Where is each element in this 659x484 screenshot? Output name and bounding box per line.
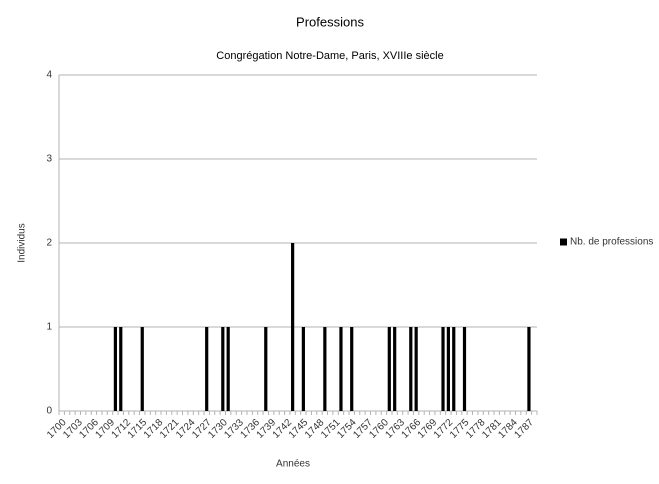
bar — [221, 327, 225, 411]
x-axis-label: Années — [276, 459, 310, 470]
y-tick-label: 0 — [46, 406, 52, 417]
chart-subtitle: Congrégation Notre-Dame, Paris, XVIIIe s… — [216, 50, 443, 62]
bar — [113, 327, 117, 411]
bar — [350, 327, 354, 411]
y-tick-label: 4 — [46, 70, 52, 81]
bar — [226, 327, 230, 411]
legend-label: Nb. de professions — [570, 237, 653, 248]
bar — [409, 327, 413, 411]
bar — [446, 327, 450, 411]
bar — [205, 327, 209, 411]
legend-swatch — [560, 238, 567, 246]
y-tick-label: 1 — [46, 322, 52, 333]
bar — [393, 327, 397, 411]
bar — [323, 327, 327, 411]
bar — [387, 327, 391, 411]
bar — [452, 327, 456, 411]
bar — [140, 327, 144, 411]
chart-title: Professions — [296, 14, 364, 29]
bar — [462, 327, 467, 411]
bar — [291, 243, 295, 411]
bar — [301, 327, 305, 411]
y-tick-label: 2 — [46, 238, 52, 249]
y-axis-label: Individus — [17, 223, 28, 262]
bar — [119, 327, 123, 411]
bar — [527, 327, 531, 411]
bar — [339, 327, 343, 411]
bar — [264, 327, 268, 411]
y-tick-label: 3 — [46, 154, 52, 165]
bar — [441, 327, 445, 411]
bar — [414, 327, 418, 411]
